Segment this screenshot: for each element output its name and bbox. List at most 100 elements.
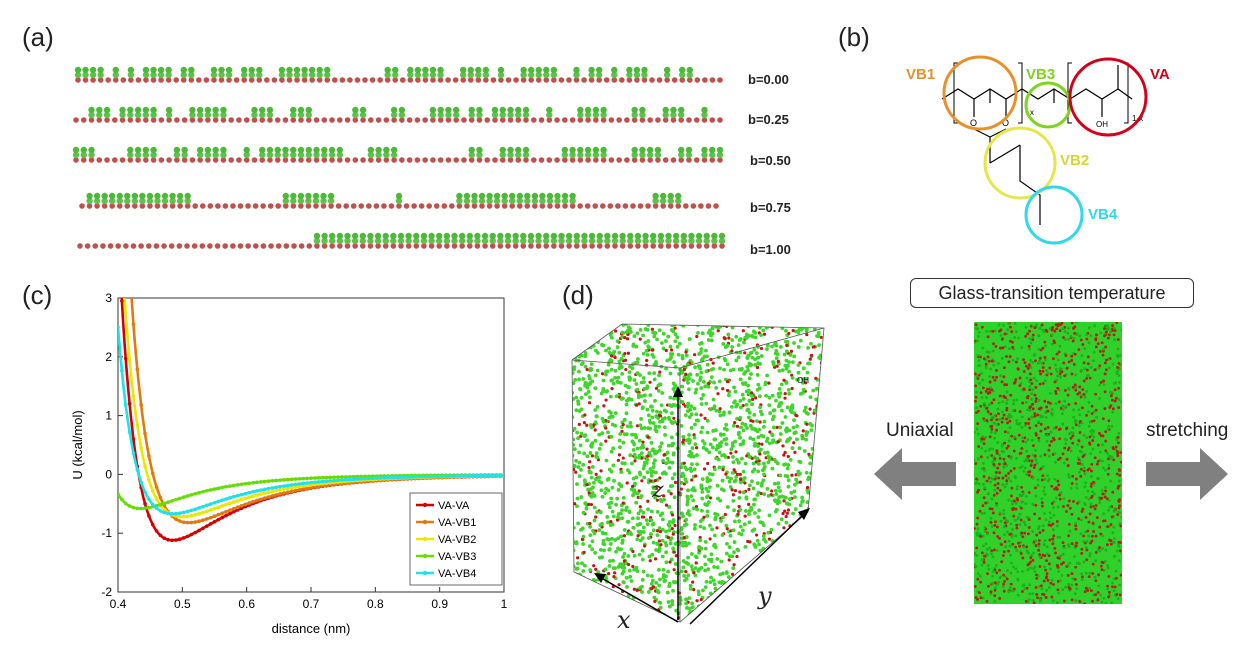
side-bead (569, 193, 575, 199)
atom (574, 471, 577, 474)
atom (737, 496, 741, 500)
atom (590, 503, 593, 506)
atom (750, 479, 754, 483)
atom (726, 362, 730, 366)
atom (780, 409, 784, 413)
atom (1040, 423, 1043, 426)
series-point (305, 477, 309, 481)
atom (618, 453, 621, 456)
atom (1026, 377, 1029, 380)
side-bead (94, 193, 100, 199)
atom (726, 389, 729, 392)
atom (631, 615, 634, 618)
series-point (467, 474, 471, 478)
atom (760, 443, 763, 446)
series-point (460, 474, 464, 478)
atom (626, 554, 630, 558)
atom (1084, 473, 1087, 476)
series-point (487, 474, 491, 478)
side-bead (113, 67, 119, 73)
atom (820, 375, 824, 379)
atom (758, 613, 762, 617)
atom (1058, 400, 1061, 403)
series-point (124, 357, 128, 361)
series-point (193, 507, 197, 511)
atom (609, 395, 613, 399)
atom (1083, 380, 1086, 383)
atom (646, 458, 650, 462)
atom (610, 450, 614, 454)
side-bead (384, 67, 390, 73)
atom (609, 520, 612, 523)
atom (766, 619, 770, 623)
series-point (236, 505, 240, 509)
atom (1003, 414, 1006, 417)
atom (808, 546, 812, 550)
series-point (147, 514, 151, 518)
atom (1090, 463, 1093, 466)
side-bead (581, 233, 587, 239)
atom (666, 591, 670, 595)
atom (1074, 402, 1077, 405)
atom (739, 377, 743, 381)
atom (1015, 502, 1018, 505)
atom (585, 507, 589, 511)
backbone-bead (655, 117, 661, 123)
atom (598, 447, 602, 451)
atom (612, 607, 616, 611)
atom (576, 556, 579, 559)
atom (1062, 497, 1065, 500)
atom (1034, 454, 1037, 457)
series-point (193, 520, 197, 524)
atom (667, 621, 671, 625)
atom (752, 329, 756, 333)
series-point (298, 477, 302, 481)
atom (1045, 416, 1048, 419)
atom (646, 500, 649, 503)
atom (755, 351, 759, 355)
atom (1090, 485, 1093, 488)
atom (808, 603, 812, 607)
atom (816, 433, 820, 437)
atom (743, 590, 746, 593)
side-bead (162, 193, 168, 199)
atom (1000, 560, 1003, 563)
series-point (433, 475, 437, 479)
atom (593, 551, 597, 555)
atom (775, 568, 779, 572)
atom (620, 372, 624, 376)
atom (793, 528, 797, 532)
atom (754, 617, 757, 620)
atom (681, 544, 685, 548)
side-bead (528, 67, 534, 73)
atom (774, 399, 778, 403)
atom (642, 616, 646, 620)
backbone-bead (299, 243, 305, 249)
atom (580, 432, 584, 436)
atom (786, 463, 790, 467)
atom (698, 539, 702, 543)
atom (758, 613, 762, 617)
series-point (174, 512, 178, 516)
atom (591, 454, 594, 457)
atom (1075, 483, 1078, 486)
atom (794, 507, 798, 511)
atom (824, 619, 828, 623)
atom (577, 616, 581, 620)
series-point (290, 490, 294, 494)
atom (592, 564, 595, 567)
atom (666, 570, 670, 574)
atom (813, 409, 817, 413)
atom (706, 363, 710, 367)
series-point (136, 468, 140, 472)
atom (598, 320, 602, 324)
atom (725, 604, 728, 607)
atom (595, 451, 599, 455)
series-point (190, 521, 194, 525)
atom (734, 405, 738, 409)
atom (826, 519, 830, 523)
atom (798, 563, 801, 566)
atom (761, 478, 765, 482)
atom (687, 373, 691, 377)
atom (717, 329, 720, 332)
